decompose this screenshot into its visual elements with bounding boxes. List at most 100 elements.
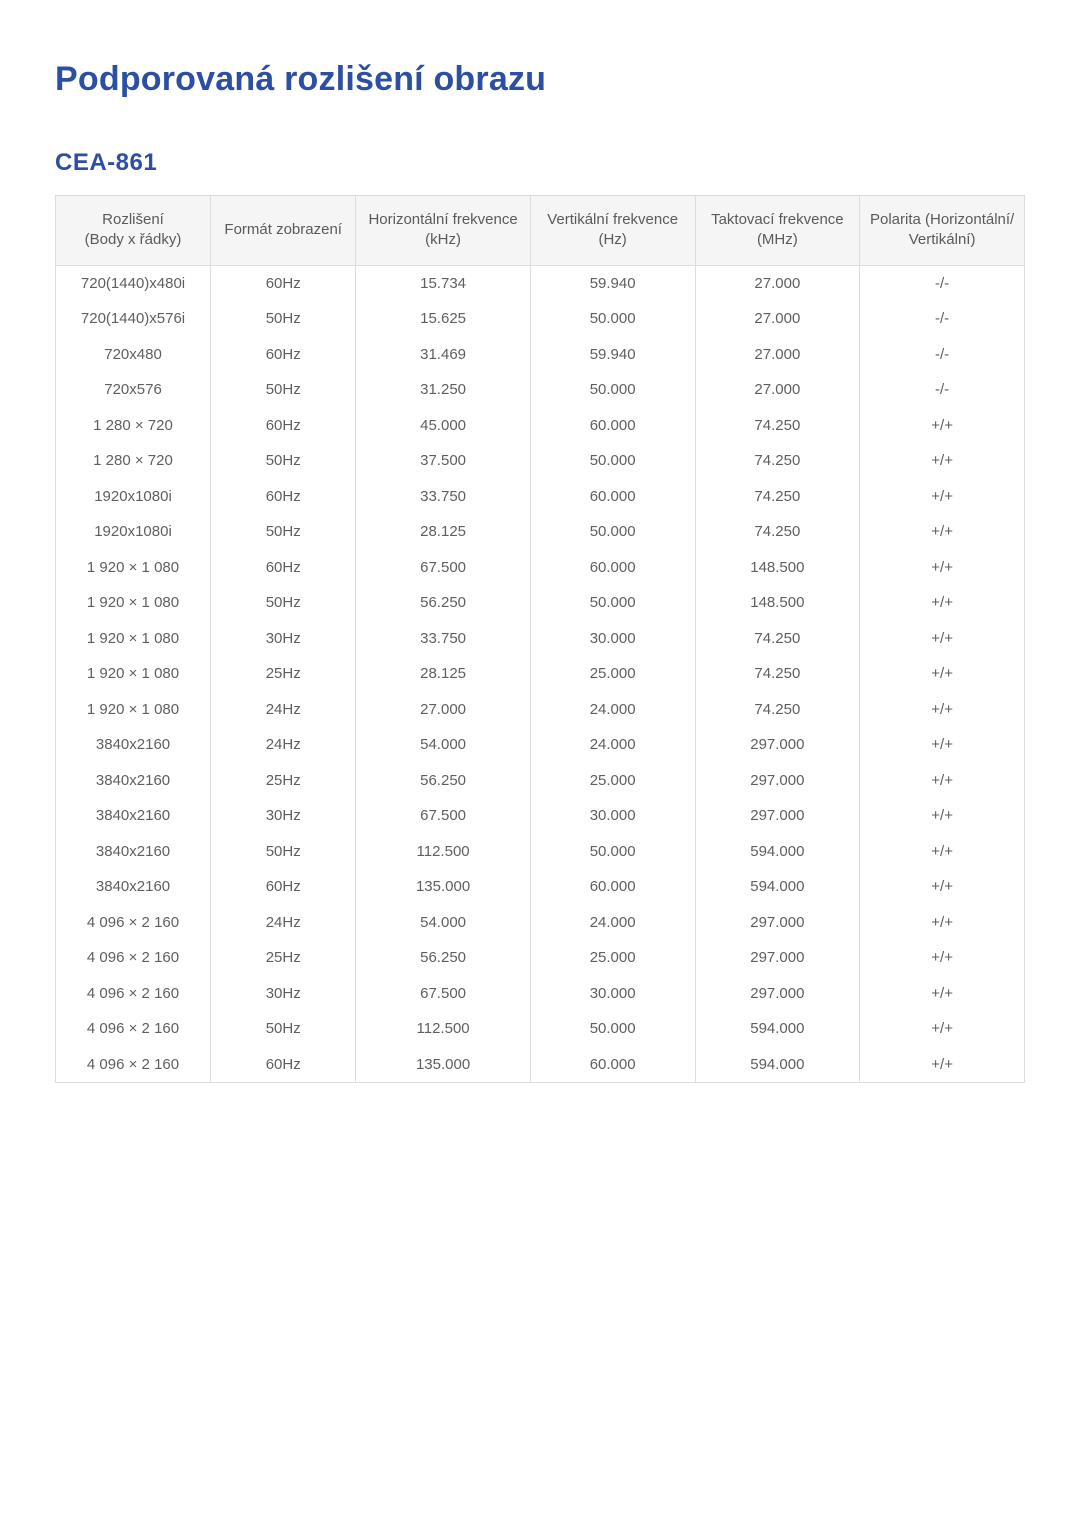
table-cell: 297.000	[695, 976, 860, 1012]
table-cell: 24Hz	[211, 692, 356, 728]
table-cell: 60.000	[530, 479, 695, 515]
table-cell: 31.250	[356, 372, 530, 408]
table-cell: 60Hz	[211, 265, 356, 301]
table-cell: +/+	[860, 1011, 1025, 1047]
table-cell: +/+	[860, 940, 1025, 976]
table-cell: 45.000	[356, 408, 530, 444]
table-cell: 59.940	[530, 265, 695, 301]
table-cell: 60.000	[530, 550, 695, 586]
table-cell: +/+	[860, 976, 1025, 1012]
table-cell: 1 920 × 1 080	[56, 621, 211, 657]
table-cell: 3840x2160	[56, 798, 211, 834]
table-header-cell: Vertikální frekvence (Hz)	[530, 196, 695, 266]
table-header-label: Taktovací frekvence	[711, 211, 844, 228]
table-cell: 1 920 × 1 080	[56, 692, 211, 728]
table-cell: 3840x2160	[56, 763, 211, 799]
table-cell: 720x576	[56, 372, 211, 408]
page-title: Podporovaná rozlišení obrazu	[55, 60, 1025, 99]
table-header-label: Polarita (Horizontální/	[870, 211, 1014, 228]
table-cell: 28.125	[356, 514, 530, 550]
table-cell: 297.000	[695, 727, 860, 763]
table-cell: 50.000	[530, 443, 695, 479]
table-cell: 60.000	[530, 869, 695, 905]
table-cell: +/+	[860, 834, 1025, 870]
table-cell: 56.250	[356, 763, 530, 799]
table-cell: +/+	[860, 905, 1025, 941]
table-row: 4 096 × 2 16024Hz54.00024.000297.000+/+	[56, 905, 1025, 941]
table-row: 3840x216050Hz112.50050.000594.000+/+	[56, 834, 1025, 870]
table-cell: 50.000	[530, 834, 695, 870]
table-cell: 50Hz	[211, 301, 356, 337]
table-cell: 297.000	[695, 940, 860, 976]
table-cell: +/+	[860, 621, 1025, 657]
table-cell: 50Hz	[211, 514, 356, 550]
table-cell: 67.500	[356, 550, 530, 586]
table-cell: 112.500	[356, 1011, 530, 1047]
table-cell: 594.000	[695, 1047, 860, 1083]
table-cell: 33.750	[356, 479, 530, 515]
table-cell: 25Hz	[211, 763, 356, 799]
table-cell: +/+	[860, 1047, 1025, 1083]
table-cell: 50Hz	[211, 372, 356, 408]
table-cell: +/+	[860, 550, 1025, 586]
table-cell: 4 096 × 2 160	[56, 940, 211, 976]
table-cell: 27.000	[695, 301, 860, 337]
table-header-label: Vertikální frekvence	[547, 211, 678, 228]
table-row: 1 920 × 1 08025Hz28.12525.00074.250+/+	[56, 656, 1025, 692]
table-cell: +/+	[860, 692, 1025, 728]
table-header-cell: Formát zobrazení	[211, 196, 356, 266]
table-cell: 74.250	[695, 514, 860, 550]
table-cell: 720(1440)x576i	[56, 301, 211, 337]
table-row: 720(1440)x480i60Hz15.73459.94027.000-/-	[56, 265, 1025, 301]
table-cell: 4 096 × 2 160	[56, 1011, 211, 1047]
table-row: 1 920 × 1 08024Hz27.00024.00074.250+/+	[56, 692, 1025, 728]
table-row: 720(1440)x576i50Hz15.62550.00027.000-/-	[56, 301, 1025, 337]
table-row: 1 280 × 72060Hz45.00060.00074.250+/+	[56, 408, 1025, 444]
table-row: 1 920 × 1 08060Hz67.50060.000148.500+/+	[56, 550, 1025, 586]
table-row: 4 096 × 2 16030Hz67.50030.000297.000+/+	[56, 976, 1025, 1012]
table-row: 4 096 × 2 16025Hz56.25025.000297.000+/+	[56, 940, 1025, 976]
table-cell: +/+	[860, 763, 1025, 799]
table-cell: 30.000	[530, 621, 695, 657]
table-row: 1 280 × 72050Hz37.50050.00074.250+/+	[56, 443, 1025, 479]
table-row: 720x57650Hz31.25050.00027.000-/-	[56, 372, 1025, 408]
table-header-cell: Taktovací frekvence(MHz)	[695, 196, 860, 266]
table-cell: -/-	[860, 301, 1025, 337]
table-cell: 4 096 × 2 160	[56, 1047, 211, 1083]
table-cell: 30.000	[530, 976, 695, 1012]
table-cell: +/+	[860, 479, 1025, 515]
table-cell: 4 096 × 2 160	[56, 905, 211, 941]
table-cell: -/-	[860, 265, 1025, 301]
table-cell: 56.250	[356, 940, 530, 976]
table-cell: +/+	[860, 798, 1025, 834]
table-header-label: Rozlišení	[102, 211, 164, 228]
table-header-sublabel: (Body x řádky)	[85, 231, 182, 248]
table-cell: 3840x2160	[56, 727, 211, 763]
table-cell: 60Hz	[211, 337, 356, 373]
table-cell: 74.250	[695, 656, 860, 692]
table-cell: +/+	[860, 585, 1025, 621]
table-cell: 1 280 × 720	[56, 443, 211, 479]
table-row: 4 096 × 2 16060Hz135.00060.000594.000+/+	[56, 1047, 1025, 1083]
table-cell: 25Hz	[211, 656, 356, 692]
table-cell: 1920x1080i	[56, 514, 211, 550]
table-cell: 25Hz	[211, 940, 356, 976]
table-cell: 1 280 × 720	[56, 408, 211, 444]
table-cell: 30.000	[530, 798, 695, 834]
table-cell: 25.000	[530, 763, 695, 799]
table-cell: 50Hz	[211, 1011, 356, 1047]
table-cell: 24.000	[530, 905, 695, 941]
table-row: 4 096 × 2 16050Hz112.50050.000594.000+/+	[56, 1011, 1025, 1047]
table-cell: 28.125	[356, 656, 530, 692]
table-cell: 1 920 × 1 080	[56, 656, 211, 692]
table-cell: 50Hz	[211, 585, 356, 621]
table-cell: 24.000	[530, 727, 695, 763]
table-cell: 37.500	[356, 443, 530, 479]
table-cell: +/+	[860, 869, 1025, 905]
table-row: 1 920 × 1 08030Hz33.75030.00074.250+/+	[56, 621, 1025, 657]
table-cell: 15.625	[356, 301, 530, 337]
table-header-sublabel: (Hz)	[598, 231, 626, 248]
table-cell: -/-	[860, 337, 1025, 373]
table-row: 3840x216060Hz135.00060.000594.000+/+	[56, 869, 1025, 905]
table-cell: 60Hz	[211, 479, 356, 515]
